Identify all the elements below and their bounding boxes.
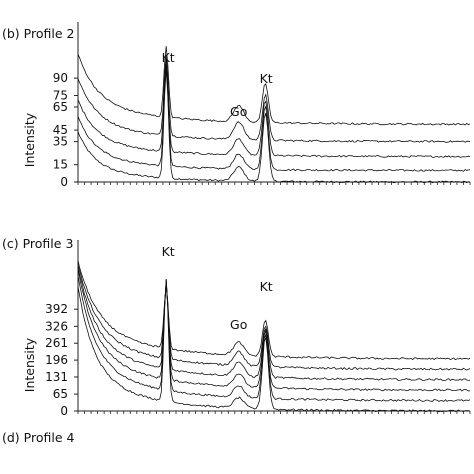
y-tick-label: 261 <box>45 336 68 350</box>
series-line <box>77 264 471 371</box>
series-line <box>77 68 471 184</box>
peak-label: Kt <box>162 50 175 65</box>
series-line <box>77 275 471 402</box>
chart-profile-3: (c) Profile 3 Intensity 0 65 131 196 261 326 3… <box>2 236 471 418</box>
series-line <box>77 46 471 126</box>
series-line <box>77 269 471 392</box>
y-tick-label: 65 <box>53 100 68 114</box>
y-tick-label: 196 <box>45 353 68 367</box>
series-line <box>77 64 471 172</box>
series-line <box>77 267 471 382</box>
chart-title: (b) Profile 2 <box>2 26 74 41</box>
series-line <box>77 260 471 361</box>
y-tick-label: 15 <box>53 158 68 172</box>
next-panel-title: (d) Profile 4 <box>2 430 75 445</box>
y-tick-label: 45 <box>53 123 68 137</box>
y-tick-label: 65 <box>53 387 68 401</box>
y-tick-label: 326 <box>45 319 68 333</box>
peak-label: Go <box>230 317 247 332</box>
y-axis-label: Intensity <box>22 112 37 167</box>
y-tick-label: 90 <box>53 71 68 85</box>
peak-label: Kt <box>260 279 273 294</box>
chart-title: (c) Profile 3 <box>2 236 73 251</box>
series-line <box>77 55 471 143</box>
y-tick-label: 392 <box>45 302 68 316</box>
peak-label: Kt <box>260 71 273 86</box>
y-tick-label: 131 <box>45 370 68 384</box>
series-line <box>77 59 471 158</box>
peak-label: Go <box>230 104 247 119</box>
y-tick-label: 75 <box>53 88 68 102</box>
y-tick-label: 0 <box>60 404 68 418</box>
peak-label: Kt <box>162 244 175 259</box>
y-tick-label: 35 <box>53 135 68 149</box>
y-tick-label: 0 <box>60 175 68 189</box>
y-axis-label: Intensity <box>22 337 37 392</box>
series-line <box>77 279 471 413</box>
